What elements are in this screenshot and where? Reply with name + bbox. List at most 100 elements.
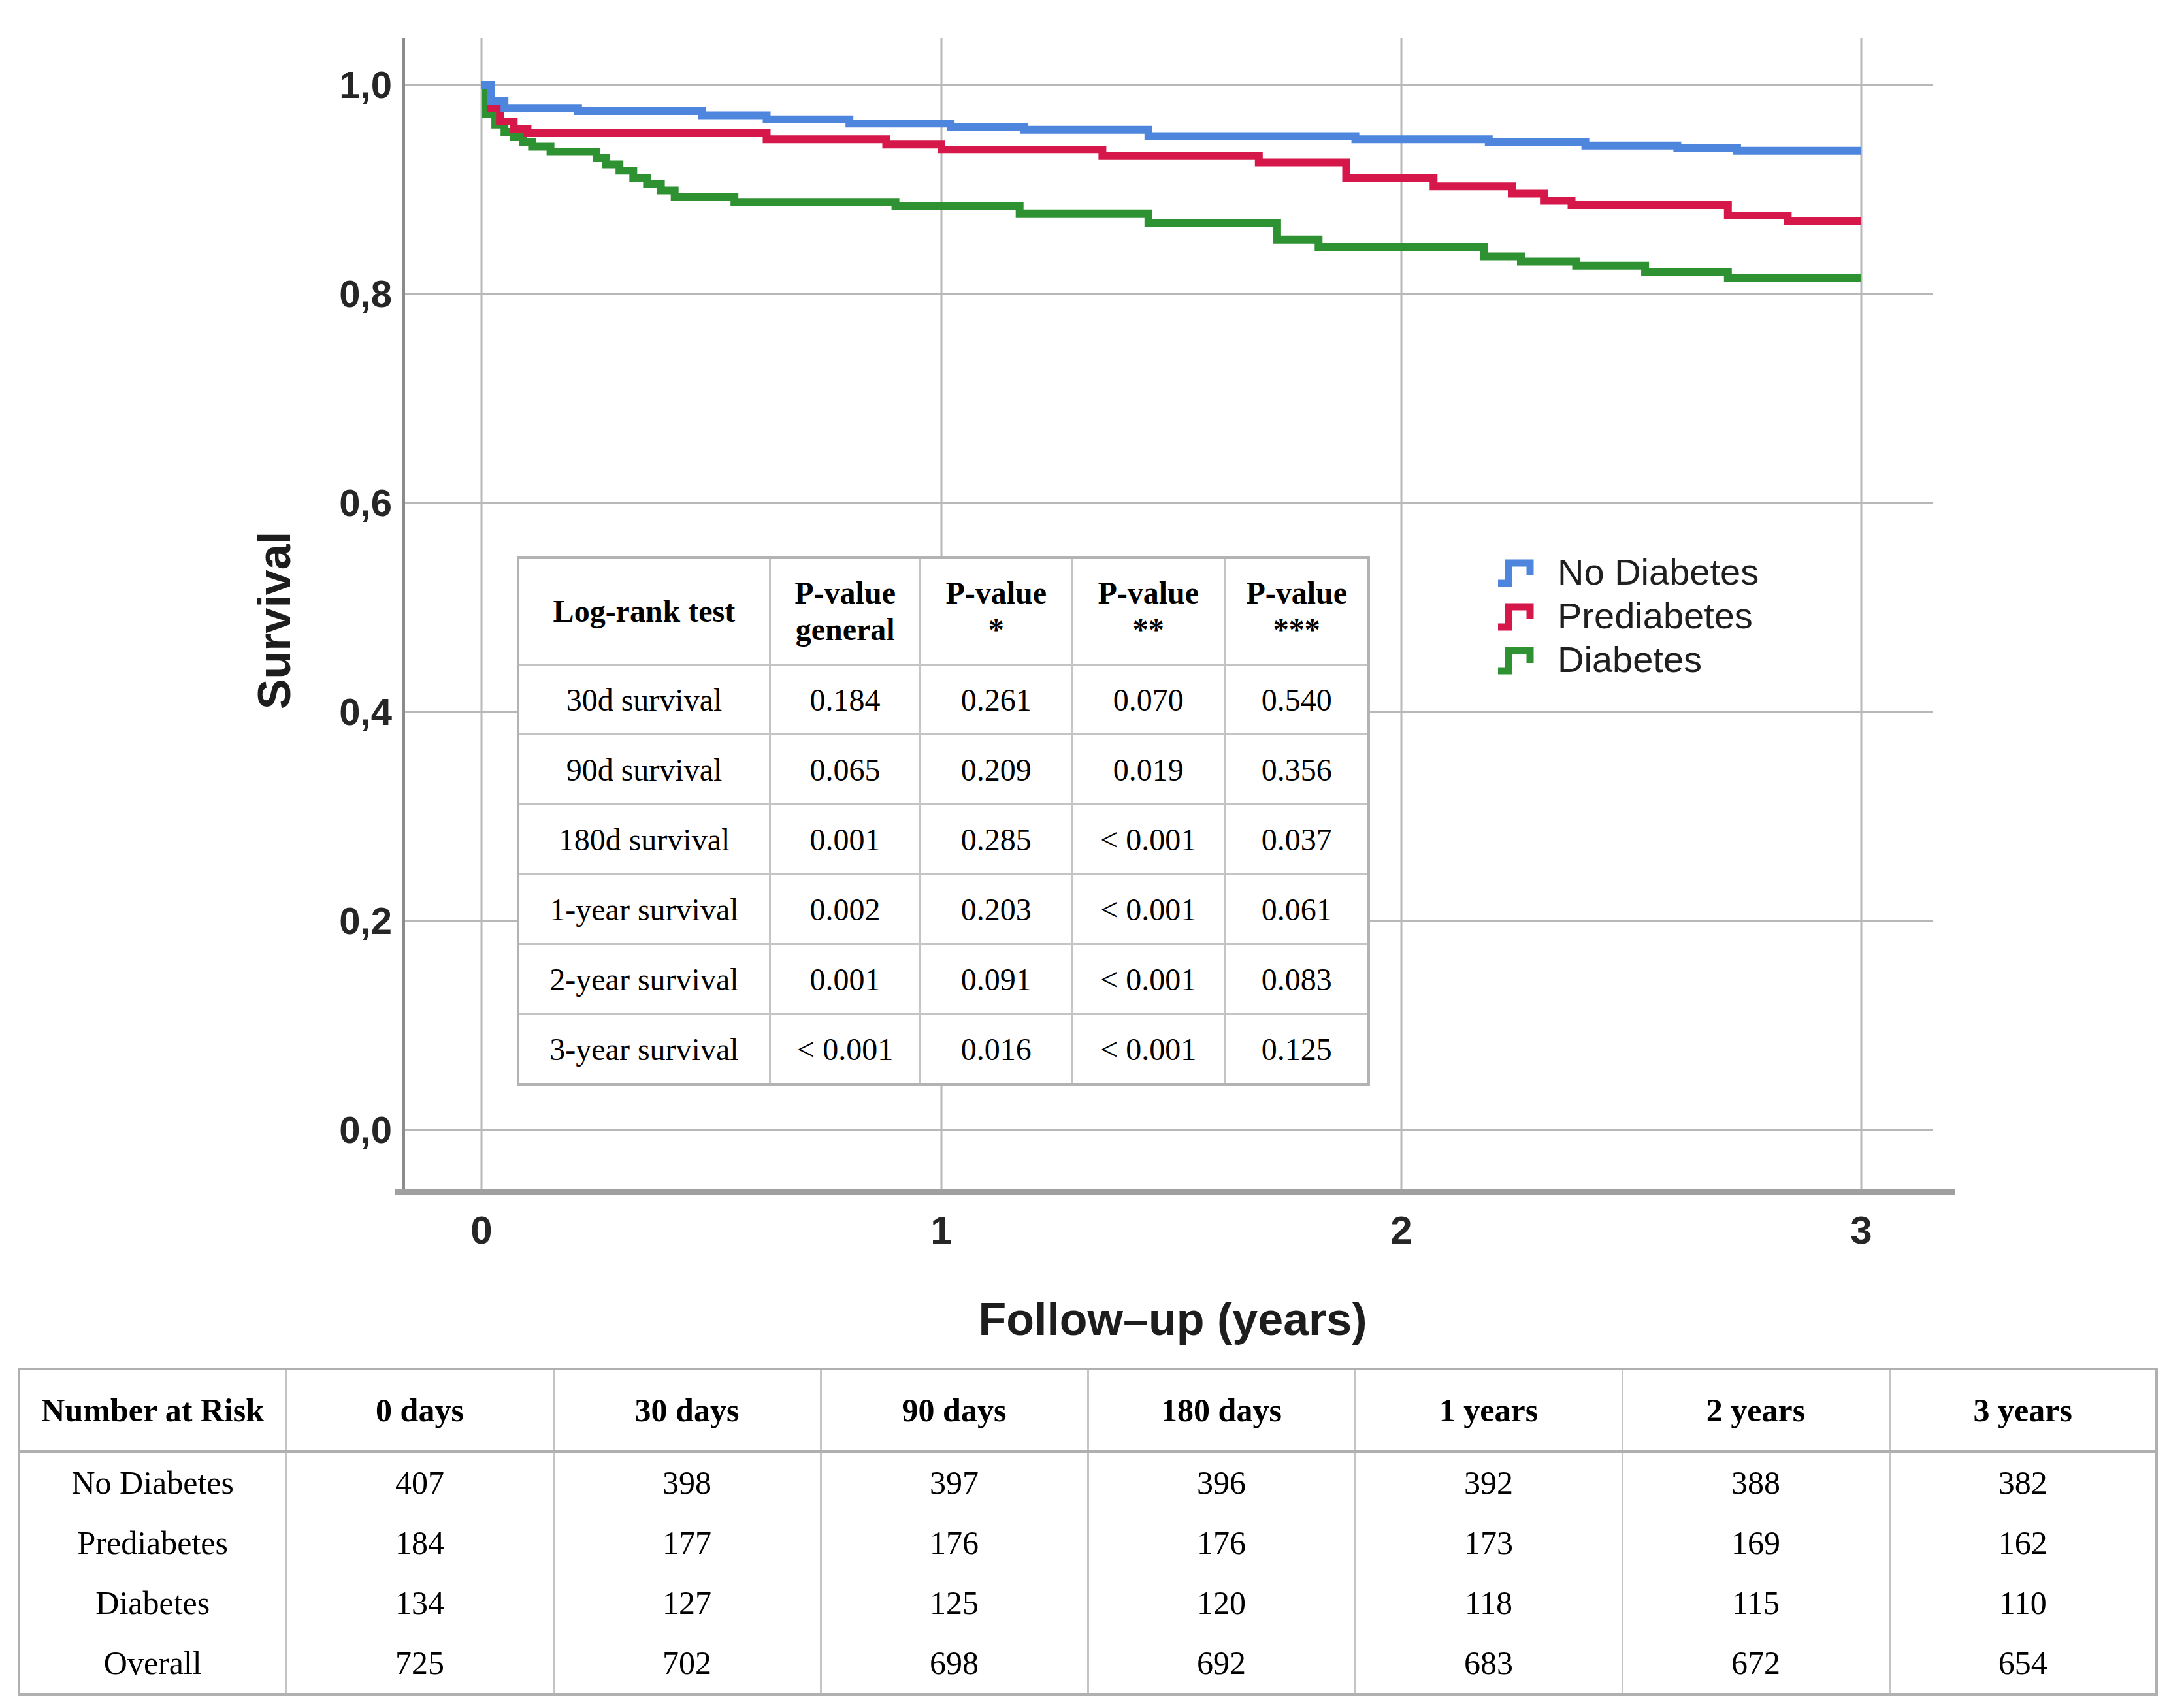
column-header: Log-rank test [518, 558, 770, 665]
cell-value: 134 [286, 1573, 553, 1633]
table-row: No Diabetes407398397396392388382 [19, 1451, 2157, 1513]
cell-value: 0.001 [770, 944, 920, 1014]
table-row: 90d survival0.0650.2090.0190.356 [518, 735, 1369, 805]
cell-value: 0.016 [921, 1014, 1072, 1085]
y-tick-label: 0,0 [261, 1110, 392, 1150]
cell-value: 169 [1622, 1513, 1889, 1573]
column-header: P-value ** [1072, 558, 1225, 665]
column-header: 90 days [821, 1369, 1088, 1451]
cell-value: 115 [1622, 1573, 1889, 1633]
km-survival-figure: { "figure": { "y_axis": { "title": "Surv… [0, 0, 2169, 1708]
x-tick-label: 1 [876, 1210, 1007, 1251]
legend-label: Prediabetes [1557, 596, 1753, 636]
x-tick-label: 2 [1336, 1210, 1467, 1251]
cell-value: < 0.001 [1072, 1014, 1225, 1085]
cell-value: 177 [553, 1513, 821, 1573]
x-tick-label: 3 [1796, 1210, 1927, 1251]
legend-label: Diabetes [1557, 640, 1702, 679]
table-row: Diabetes134127125120118115110 [19, 1573, 2157, 1633]
cell-value: 0.065 [770, 735, 920, 805]
y-tick-label: 1,0 [261, 65, 392, 105]
column-header: Number at Risk [19, 1369, 286, 1451]
y-tick-label: 0,2 [261, 901, 392, 941]
cell-value: 0.261 [921, 665, 1072, 735]
column-header: P-value general [770, 558, 920, 665]
x-tick-label: 0 [416, 1210, 547, 1251]
cell-value: 176 [1088, 1513, 1355, 1573]
row-label: 30d survival [518, 665, 770, 735]
cell-value: 407 [286, 1451, 553, 1513]
cell-value: 127 [553, 1573, 821, 1633]
table-row: 1-year survival0.0020.203< 0.0010.061 [518, 875, 1369, 944]
legend-item-diabetes: Diabetes [1496, 637, 1759, 681]
cell-value: < 0.001 [1072, 805, 1225, 875]
legend-step-line-icon [1496, 599, 1541, 633]
cell-value: 0.356 [1225, 735, 1369, 805]
cell-value: 725 [286, 1633, 553, 1694]
cell-value: < 0.001 [1072, 944, 1225, 1014]
logrank-header-row: Log-rank testP-value generalP-value *P-v… [518, 558, 1369, 665]
number-at-risk-table: Number at Risk0 days30 days90 days180 da… [18, 1368, 2158, 1696]
legend-item-prediabetes: Prediabetes [1496, 594, 1759, 637]
table-row: 2-year survival0.0010.091< 0.0010.083 [518, 944, 1369, 1014]
table-row: 30d survival0.1840.2610.0700.540 [518, 665, 1369, 735]
cell-value: 162 [1889, 1513, 2157, 1573]
legend: No Diabetes Prediabetes Diabetes [1496, 550, 1759, 681]
table-row: Overall725702698692683672654 [19, 1633, 2157, 1694]
table-row: Prediabetes184177176176173169162 [19, 1513, 2157, 1573]
logrank-test-table: Log-rank testP-value generalP-value *P-v… [517, 556, 1370, 1086]
row-label: 2-year survival [518, 944, 770, 1014]
y-tick-label: 0,8 [261, 274, 392, 314]
legend-step-line-icon [1496, 555, 1541, 589]
row-label: Overall [19, 1633, 286, 1694]
y-axis-title: Survival [248, 532, 301, 709]
cell-value: 388 [1622, 1451, 1889, 1513]
column-header: 0 days [286, 1369, 553, 1451]
km-curves [481, 85, 1861, 278]
cell-value: 0.209 [921, 735, 1072, 805]
cell-value: 382 [1889, 1451, 2157, 1513]
cell-value: 398 [553, 1451, 821, 1513]
x-axis-title: Follow–up (years) [978, 1293, 1367, 1345]
risk-header-row: Number at Risk0 days30 days90 days180 da… [19, 1369, 2157, 1451]
cell-value: 0.184 [770, 665, 920, 735]
column-header: 1 years [1355, 1369, 1622, 1451]
column-header: 30 days [553, 1369, 821, 1451]
legend-label: No Diabetes [1557, 553, 1759, 592]
cell-value: 702 [553, 1633, 821, 1694]
cell-value: 176 [821, 1513, 1088, 1573]
column-header: 2 years [1622, 1369, 1889, 1451]
cell-value: 672 [1622, 1633, 1889, 1694]
cell-value: 0.002 [770, 875, 920, 944]
cell-value: 0.061 [1225, 875, 1369, 944]
cell-value: 0.091 [921, 944, 1072, 1014]
cell-value: 0.285 [921, 805, 1072, 875]
cell-value: 392 [1355, 1451, 1622, 1513]
column-header: P-value * [921, 558, 1072, 665]
column-header: 3 years [1889, 1369, 2157, 1451]
km-curve-no-diabetes [481, 85, 1861, 151]
cell-value: 0.037 [1225, 805, 1369, 875]
cell-value: < 0.001 [1072, 875, 1225, 944]
cell-value: 0.070 [1072, 665, 1225, 735]
cell-value: 0.540 [1225, 665, 1369, 735]
row-label: 1-year survival [518, 875, 770, 944]
column-header: P-value *** [1225, 558, 1369, 665]
cell-value: 110 [1889, 1573, 2157, 1633]
row-label: Diabetes [19, 1573, 286, 1633]
cell-value: 397 [821, 1451, 1088, 1513]
cell-value: 173 [1355, 1513, 1622, 1573]
cell-value: 184 [286, 1513, 553, 1573]
cell-value: < 0.001 [770, 1014, 920, 1085]
cell-value: 683 [1355, 1633, 1622, 1694]
row-label: No Diabetes [19, 1451, 286, 1513]
cell-value: 0.083 [1225, 944, 1369, 1014]
row-label: 3-year survival [518, 1014, 770, 1085]
cell-value: 692 [1088, 1633, 1355, 1694]
row-label: Prediabetes [19, 1513, 286, 1573]
survival-plot: 1,0 0,8 0,6 0,4 0,2 0,0 0 1 2 3 Survival… [0, 0, 2169, 1339]
cell-value: 125 [821, 1573, 1088, 1633]
cell-value: 396 [1088, 1451, 1355, 1513]
y-tick-label: 0,6 [261, 483, 392, 523]
cell-value: 698 [821, 1633, 1088, 1694]
